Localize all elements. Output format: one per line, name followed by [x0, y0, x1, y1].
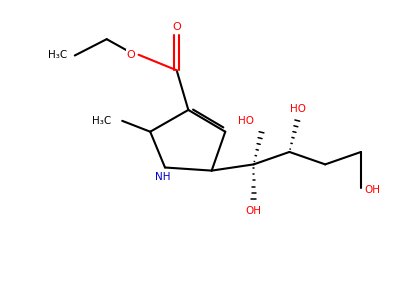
Text: O: O [127, 50, 136, 60]
Text: H₃C: H₃C [48, 50, 67, 61]
Text: OH: OH [364, 185, 380, 195]
Text: H₃C: H₃C [92, 116, 111, 126]
Text: HO: HO [290, 104, 306, 114]
Text: OH: OH [246, 206, 262, 216]
Text: NH: NH [155, 172, 171, 182]
Text: O: O [172, 22, 181, 32]
Text: HO: HO [238, 116, 254, 126]
